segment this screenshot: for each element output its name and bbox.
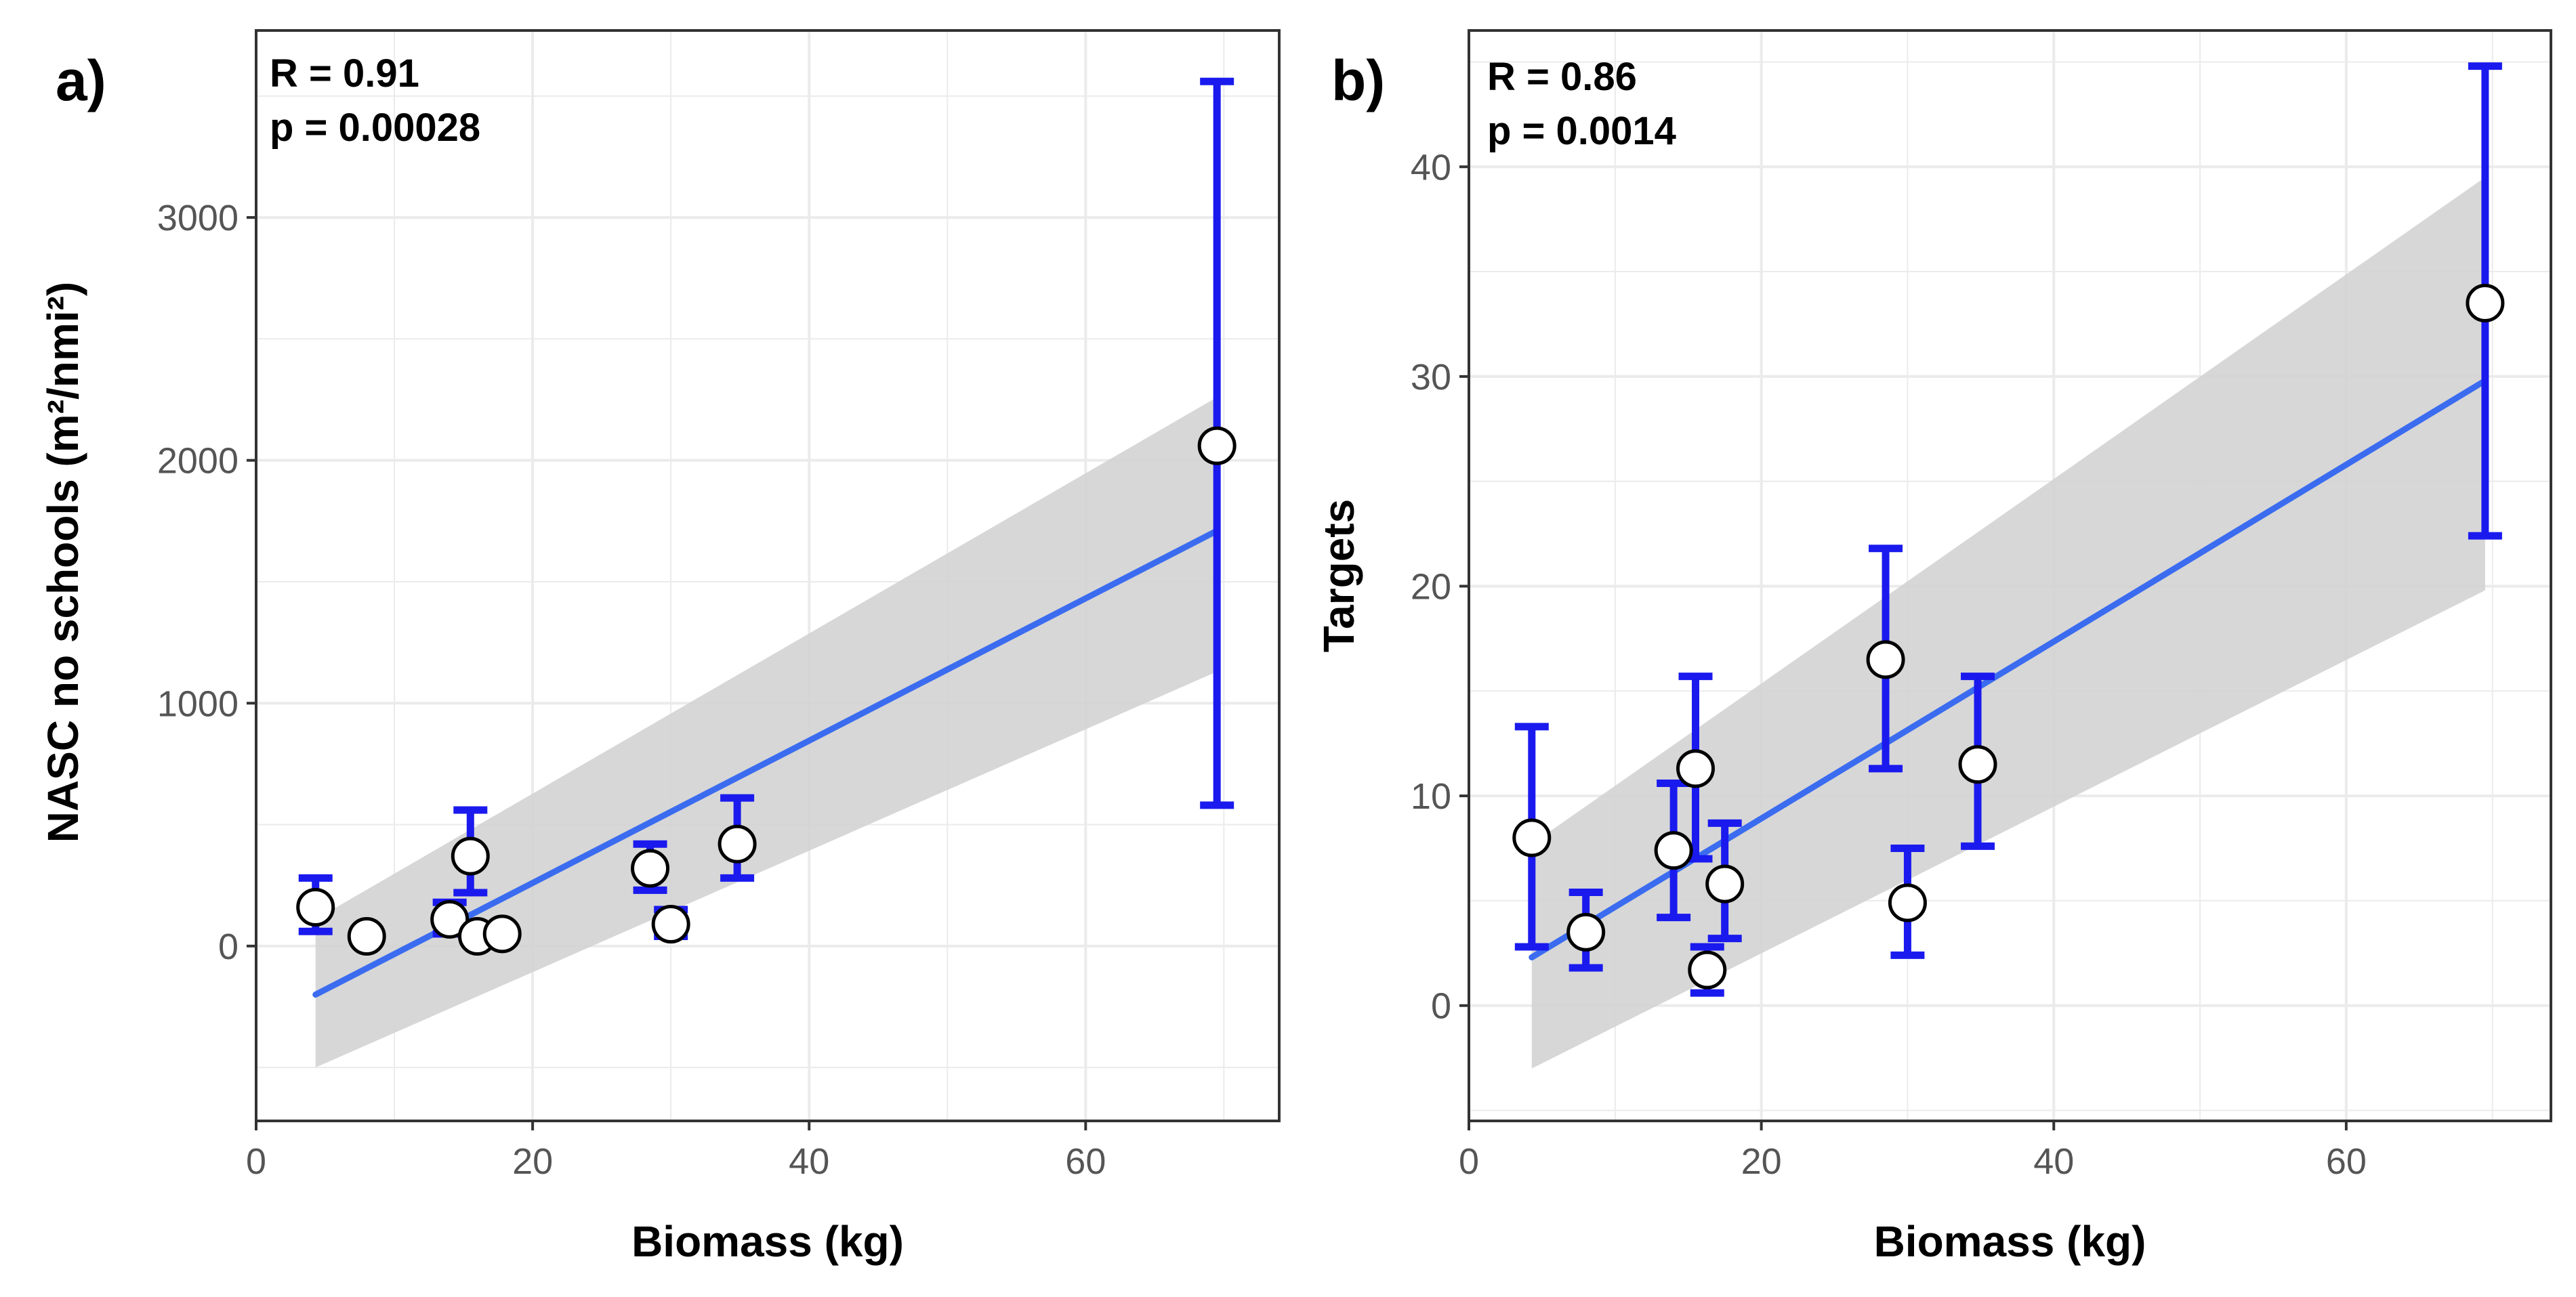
x-axis-title: Biomass (kg) (1874, 1217, 2146, 1266)
x-tick-label: 20 (1741, 1141, 1782, 1182)
data-point-6 (1705, 864, 1745, 903)
y-tick-label: 2000 (157, 441, 238, 482)
data-point-6 (482, 914, 522, 954)
data-point-1 (1512, 818, 1552, 857)
x-tick-label: 60 (1065, 1141, 1106, 1182)
x-tick-label: 60 (2326, 1141, 2367, 1182)
data-point-7 (631, 849, 670, 888)
p-value: p = 0.00028 (270, 106, 480, 150)
plot-border (255, 29, 1281, 1122)
data-point-8 (1888, 883, 1927, 922)
x-axis-title: Biomass (kg) (631, 1217, 904, 1266)
data-point-2 (347, 916, 386, 956)
y-tick-label: 0 (218, 927, 238, 967)
y-tick-label: 20 (1411, 566, 1451, 607)
confidence-band (1531, 177, 2485, 1069)
chart-panel-2: 0 20 40 60 0 10 20 30 40 Biomass (kg) Targets b) R =… (1314, 29, 2552, 1266)
panel-label: a) (56, 49, 106, 112)
data-point-4 (1676, 749, 1716, 788)
correlation-coefficient: R = 0.91 (270, 51, 419, 95)
data-point-2 (1566, 912, 1606, 952)
data-point-10 (1197, 426, 1237, 465)
y-axis-title: NASC no schools (m²/nmi²) (39, 282, 87, 843)
data-point-9 (718, 824, 757, 864)
y-tick-label: 3000 (157, 198, 238, 238)
data-point-10 (2466, 284, 2505, 322)
y-tick-label: 10 (1411, 776, 1451, 817)
x-tick-label: 40 (2033, 1141, 2074, 1182)
panel-label: b) (1331, 49, 1385, 112)
y-tick-label: 40 (1411, 147, 1451, 188)
x-tick-label: 0 (246, 1141, 266, 1182)
data-point-7 (1866, 640, 1905, 679)
chart-panel-1: 0 20 40 60 0 1000 2000 3000 Biomass (kg) NASC no … (39, 29, 1281, 1266)
y-tick-label: 0 (1431, 986, 1451, 1027)
data-point-3 (1654, 831, 1693, 870)
y-axis-title: Targets (1314, 499, 1363, 652)
data-point-5 (1688, 950, 1727, 990)
x-tick-label: 20 (512, 1141, 553, 1182)
data-point-1 (296, 887, 335, 927)
x-tick-label: 0 (1459, 1141, 1479, 1182)
confidence-band (315, 397, 1218, 1068)
data-point-9 (1958, 745, 1997, 784)
p-value: p = 0.0014 (1487, 109, 1676, 153)
plot-border (1468, 29, 2552, 1122)
correlation-coefficient: R = 0.86 (1487, 55, 1637, 99)
data-point-3 (430, 899, 470, 939)
y-tick-label: 1000 (157, 683, 238, 724)
y-tick-label: 30 (1411, 357, 1451, 398)
data-point-4 (451, 836, 490, 876)
x-tick-label: 40 (789, 1141, 829, 1182)
data-point-8 (651, 905, 690, 944)
